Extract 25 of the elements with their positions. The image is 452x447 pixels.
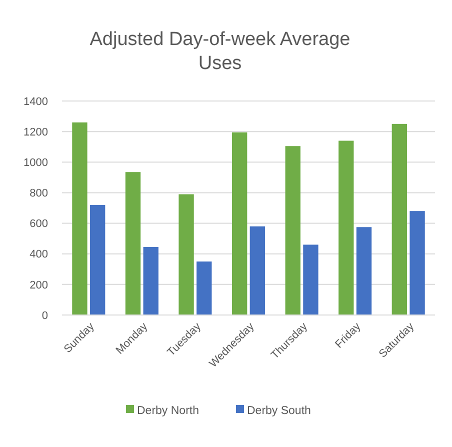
bar bbox=[356, 227, 372, 315]
y-tick-label: 600 bbox=[30, 218, 48, 230]
bar bbox=[303, 244, 318, 315]
legend-label: Derby South bbox=[247, 405, 311, 418]
bar bbox=[285, 146, 300, 315]
y-tick-label: 0 bbox=[42, 310, 48, 322]
bar bbox=[232, 132, 248, 315]
bar bbox=[90, 204, 106, 315]
legend-label: Derby North bbox=[137, 405, 199, 418]
y-tick-label: 1400 bbox=[24, 96, 48, 108]
y-tick-label: 800 bbox=[30, 188, 48, 200]
y-tick-label: 1000 bbox=[24, 156, 48, 169]
bar bbox=[72, 122, 88, 315]
bar bbox=[392, 124, 408, 315]
bar bbox=[143, 246, 158, 315]
y-tick-label: 400 bbox=[30, 248, 48, 261]
y-tick-label: 200 bbox=[30, 279, 48, 292]
bar bbox=[410, 211, 425, 315]
y-tick-label: 1200 bbox=[24, 126, 48, 138]
bar bbox=[196, 262, 212, 315]
bar bbox=[338, 140, 354, 315]
bar bbox=[178, 194, 194, 315]
bar bbox=[125, 172, 141, 315]
bar bbox=[250, 226, 266, 315]
chart-title: Adjusted Day-of-week Average Uses bbox=[90, 29, 350, 74]
